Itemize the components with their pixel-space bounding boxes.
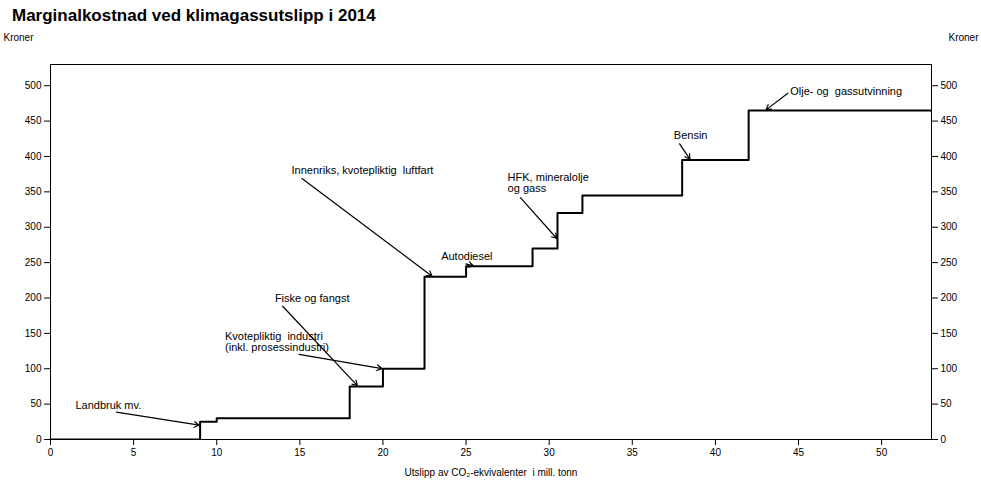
svg-text:400: 400 — [941, 151, 958, 162]
svg-text:250: 250 — [941, 257, 958, 268]
svg-text:5: 5 — [131, 447, 137, 458]
svg-text:50: 50 — [941, 398, 953, 409]
svg-text:450: 450 — [25, 115, 42, 126]
svg-text:Utslipp av CO₂-ekvivalenter i: Utslipp av CO₂-ekvivalenter i mill. tonn — [405, 467, 578, 478]
svg-text:250: 250 — [25, 257, 42, 268]
svg-text:Innenriks, kvotepliktig luftf: Innenriks, kvotepliktig luftfart — [292, 164, 434, 176]
svg-text:45: 45 — [793, 447, 805, 458]
svg-text:300: 300 — [25, 221, 42, 232]
svg-text:450: 450 — [941, 115, 958, 126]
svg-text:30: 30 — [544, 447, 556, 458]
svg-text:Landbruk mv.: Landbruk mv. — [75, 399, 141, 411]
svg-text:200: 200 — [941, 292, 958, 303]
svg-text:Kroner: Kroner — [948, 32, 979, 43]
svg-text:20: 20 — [377, 447, 389, 458]
svg-text:150: 150 — [25, 328, 42, 339]
html-text:Marginalkostnad ved klimagassu: Marginalkostnad ved klimagassutslipp i 2… — [12, 6, 376, 25]
svg-text:200: 200 — [25, 292, 42, 303]
svg-text:100: 100 — [941, 363, 958, 374]
svg-text:35: 35 — [627, 447, 639, 458]
svg-text:350: 350 — [25, 186, 42, 197]
svg-text:Autodiesel: Autodiesel — [441, 250, 492, 262]
svg-text:500: 500 — [941, 80, 958, 91]
svg-text:0: 0 — [48, 447, 54, 458]
svg-text:50: 50 — [30, 398, 42, 409]
svg-text:150: 150 — [941, 328, 958, 339]
svg-text:Kvotepliktig industri(inkl. p: Kvotepliktig industri(inkl. prosessindus… — [225, 330, 329, 353]
svg-text:0: 0 — [36, 434, 42, 445]
svg-text:15: 15 — [294, 447, 306, 458]
svg-text:500: 500 — [25, 80, 42, 91]
svg-text:400: 400 — [25, 151, 42, 162]
svg-text:10: 10 — [211, 447, 223, 458]
svg-text:Bensin: Bensin — [674, 129, 708, 141]
svg-text:25: 25 — [461, 447, 473, 458]
svg-text:40: 40 — [710, 447, 722, 458]
svg-text:Olje- og gassutvinning: Olje- og gassutvinning — [790, 85, 902, 97]
svg-text:Kroner: Kroner — [4, 32, 35, 43]
svg-text:0: 0 — [941, 434, 947, 445]
svg-text:350: 350 — [941, 186, 958, 197]
svg-text:100: 100 — [25, 363, 42, 374]
svg-text:HFK, mineraloljeog gass: HFK, mineraloljeog gass — [508, 171, 589, 194]
svg-text:300: 300 — [941, 221, 958, 232]
svg-text:Fiske og fangst: Fiske og fangst — [275, 292, 350, 304]
svg-text:50: 50 — [876, 447, 888, 458]
